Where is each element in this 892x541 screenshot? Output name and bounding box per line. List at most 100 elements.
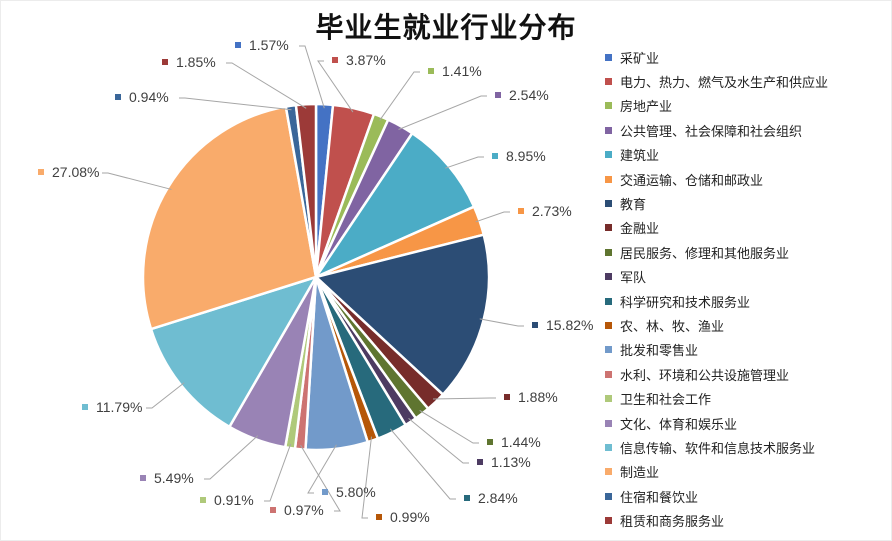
- data-label: 1.13%: [491, 454, 531, 470]
- legend-swatch-icon: [605, 419, 612, 427]
- leader-lines: [102, 45, 524, 519]
- chart-title: 毕业生就业行业分布: [315, 11, 577, 44]
- pie-slice: [141, 105, 318, 331]
- legend: 采矿业电力、热力、燃气及水生产和供应业 房地产业公共管理、社会保障和社会组织 建筑业…: [605, 45, 828, 533]
- label-key-icon: [376, 514, 382, 520]
- legend-label: 电力、热力、燃气及水生产和供应业: [620, 76, 829, 92]
- legend-item: 建筑业: [605, 143, 828, 167]
- legend-item: 批发和零售业: [605, 338, 828, 362]
- legend-label: 居民服务、修理和其他服务业: [620, 246, 790, 262]
- label-key-icon: [235, 42, 241, 48]
- label-key-icon: [38, 169, 44, 175]
- data-label: 3.87%: [346, 52, 386, 68]
- label-key-icon: [82, 404, 88, 410]
- legend-item: 居民服务、修理和其他服务业: [605, 240, 828, 264]
- leader-line: [379, 71, 420, 121]
- legend-label: 采矿业: [620, 51, 660, 67]
- data-label: 27.08%: [52, 164, 99, 180]
- label-key-icon: [428, 68, 434, 74]
- legend-item: 公共管理、社会保障和社会组织: [605, 118, 828, 142]
- legend-swatch-icon: [605, 78, 612, 86]
- leader-line: [307, 444, 337, 494]
- leader-line: [389, 428, 456, 500]
- legend-item: 教育: [605, 191, 828, 215]
- legend-swatch-icon: [605, 273, 612, 281]
- leader-line: [361, 436, 372, 519]
- legend-swatch-icon: [605, 321, 612, 329]
- legend-item: 水利、环境和公共设施管理业: [605, 362, 828, 386]
- label-key-icon: [464, 495, 470, 501]
- legend-swatch-icon: [605, 102, 612, 110]
- legend-item: 金融业: [605, 216, 828, 240]
- data-label: 0.91%: [214, 492, 254, 508]
- legend-swatch-icon: [605, 151, 612, 159]
- legend-item: 文化、体育和娱乐业: [605, 411, 828, 435]
- label-key-icon: [332, 57, 338, 63]
- label-key-icon: [477, 459, 483, 465]
- label-key-icon: [162, 59, 168, 65]
- leader-line: [445, 156, 484, 169]
- data-label: 1.44%: [501, 434, 541, 450]
- legend-swatch-icon: [605, 370, 612, 378]
- legend-label: 住宿和餐饮业: [620, 490, 699, 506]
- legend-label: 卫生和社会工作: [620, 393, 712, 409]
- legend-label: 房地产业: [620, 100, 673, 116]
- data-label: 15.82%: [546, 317, 593, 333]
- legend-swatch-icon: [605, 175, 612, 183]
- legend-label: 交通运输、仓储和邮政业: [620, 173, 764, 189]
- legend-item: 电力、热力、燃气及水生产和供应业: [605, 69, 828, 93]
- label-key-icon: [492, 153, 498, 159]
- legend-item: 租赁和商务服务业: [605, 508, 828, 532]
- legend-label: 制造业: [620, 466, 660, 482]
- legend-swatch-icon: [605, 297, 612, 305]
- legend-item: 卫生和社会工作: [605, 386, 828, 410]
- label-key-icon: [200, 497, 206, 503]
- label-key-icon: [495, 92, 501, 98]
- legend-label: 军队: [620, 271, 647, 287]
- label-key-icon: [115, 94, 121, 100]
- legend-swatch-icon: [605, 443, 612, 451]
- label-key-icon: [504, 394, 510, 400]
- data-label: 1.57%: [249, 37, 289, 53]
- leader-line: [179, 97, 292, 111]
- data-label: 0.97%: [284, 502, 324, 518]
- legend-swatch-icon: [605, 517, 612, 525]
- leader-line: [479, 318, 524, 327]
- pie-slice: [294, 102, 318, 278]
- data-label: 11.79%: [96, 399, 142, 415]
- leader-line: [475, 211, 510, 223]
- label-key-icon: [518, 208, 524, 214]
- data-label: 5.80%: [336, 484, 376, 500]
- leader-line: [146, 382, 185, 409]
- legend-item: 交通运输、仓储和邮政业: [605, 167, 828, 191]
- legend-label: 文化、体育和娱乐业: [620, 417, 738, 433]
- data-label: 2.54%: [509, 87, 549, 103]
- label-key-icon: [532, 322, 538, 328]
- data-label: 8.95%: [506, 148, 546, 164]
- legend-swatch-icon: [605, 224, 612, 232]
- label-key-icon: [270, 507, 276, 513]
- data-label: 5.49%: [154, 470, 194, 486]
- legend-swatch-icon: [605, 346, 612, 354]
- legend-label: 信息传输、软件和信息技术服务业: [620, 441, 816, 457]
- legend-swatch-icon: [605, 53, 612, 61]
- leader-line: [264, 443, 292, 502]
- legend-swatch-icon: [605, 492, 612, 500]
- legend-item: 军队: [605, 265, 828, 289]
- leader-line: [419, 410, 479, 444]
- legend-item: 住宿和餐饮业: [605, 484, 828, 508]
- legend-item: 农、林、牧、渔业: [605, 313, 828, 337]
- data-label: 2.84%: [478, 490, 518, 506]
- label-key-icon: [487, 439, 493, 445]
- legend-label: 教育: [620, 198, 647, 214]
- legend-item: 科学研究和技术服务业: [605, 289, 828, 313]
- leader-line: [102, 172, 172, 190]
- leader-line: [408, 418, 469, 464]
- data-label: 0.94%: [129, 89, 169, 105]
- leader-line: [398, 95, 487, 130]
- leader-line: [299, 45, 325, 109]
- data-label: 1.41%: [442, 63, 482, 79]
- legend-item: 信息传输、软件和信息技术服务业: [605, 435, 828, 459]
- data-label: 0.99%: [390, 509, 430, 525]
